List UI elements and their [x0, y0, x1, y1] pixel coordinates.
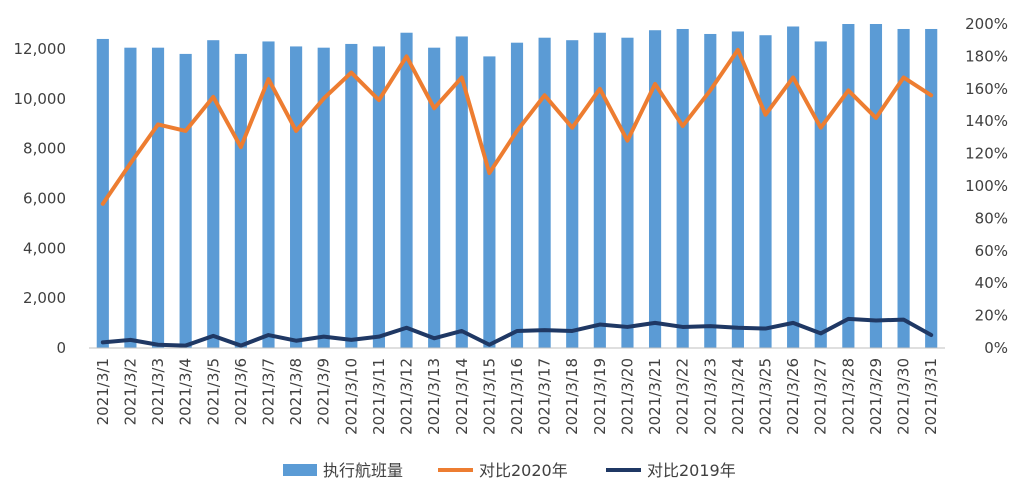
bar-2021/3/7: [262, 41, 275, 348]
x-tick-label: 2021/3/23: [701, 358, 719, 435]
x-tick-label: 2021/3/22: [674, 358, 692, 435]
bar-2021/3/17: [538, 37, 551, 349]
y-right-tick-label: 160%: [965, 80, 1008, 98]
bar-2021/3/16: [510, 42, 524, 348]
x-tick-label: 2021/3/30: [895, 358, 913, 435]
y-axis-left: 0 2,000 4,000 6,000 8,000 10,000 12,000: [14, 40, 67, 357]
line-series-0: [100, 47, 934, 206]
x-tick-label: 2021/3/18: [563, 358, 581, 435]
legend-label-2019: 对比2019年: [647, 461, 736, 480]
x-axis: 2021/3/1 2021/3/2 2021/3/3 2021/3/4 2021/3/5…: [94, 358, 940, 435]
x-tick-label: 2021/3/1: [94, 358, 112, 425]
y-left-tick-label: 10,000: [14, 90, 67, 108]
bar-2021/3/11: [372, 46, 386, 349]
bar-2021/3/18: [566, 40, 579, 348]
x-tick-label: 2021/3/21: [646, 358, 664, 435]
line-series-group: [100, 47, 934, 348]
bar-2021/3/6: [234, 53, 247, 348]
x-tick-label: 2021/3/7: [259, 358, 277, 425]
bar-2021/3/19: [593, 32, 606, 348]
x-tick-label: 2021/3/6: [232, 358, 250, 425]
x-tick-label: 2021/3/8: [287, 358, 305, 425]
x-tick-label: 2021/3/9: [315, 358, 333, 425]
bar-2021/3/21: [648, 30, 662, 348]
bar-2021/3/12: [400, 32, 413, 348]
y-right-tick-label: 40%: [975, 274, 1008, 292]
y-right-tick-label: 180%: [965, 47, 1008, 65]
y-right-tick-label: 0%: [984, 339, 1008, 357]
x-tick-label: 2021/3/5: [204, 358, 222, 425]
x-tick-label: 2021/3/27: [812, 358, 830, 435]
bar-series-flights: [96, 24, 938, 349]
x-tick-label: 2021/3/15: [480, 358, 498, 435]
y-right-tick-label: 60%: [975, 242, 1008, 260]
x-tick-label: 2021/3/19: [591, 358, 609, 435]
y-right-tick-label: 100%: [965, 177, 1008, 195]
y-left-tick-label: 12,000: [14, 40, 67, 58]
x-tick-label: 2021/3/14: [453, 358, 471, 435]
bar-2021/3/26: [787, 26, 800, 349]
legend-swatch-bar: [283, 464, 317, 476]
legend: 执行航班量 对比2020年 对比2019年: [283, 461, 736, 480]
bar-2021/3/8: [290, 46, 303, 349]
x-tick-label: 2021/3/31: [922, 358, 940, 435]
bar-2021/3/14: [455, 36, 468, 349]
x-tick-label: 2021/3/2: [121, 358, 139, 425]
bar-2021/3/13: [428, 47, 441, 349]
x-tick-label: 2021/3/13: [425, 358, 443, 435]
x-tick-label: 2021/3/28: [839, 358, 857, 435]
y-right-tick-label: 80%: [975, 209, 1008, 227]
line-series-1: [100, 316, 934, 348]
bar-2021/3/27: [814, 41, 827, 348]
y-left-tick-label: 0: [56, 339, 66, 357]
x-tick-label: 2021/3/11: [370, 358, 388, 435]
legend-label-bar: 执行航班量: [323, 461, 403, 480]
x-tick-label: 2021/3/20: [618, 358, 636, 435]
x-tick-label: 2021/3/4: [177, 358, 195, 425]
y-axis-right: 0% 20% 40% 60% 80% 100% 120% 140% 160% 180% 200%: [965, 15, 1008, 357]
y-right-tick-label: 200%: [965, 15, 1008, 33]
y-left-tick-label: 6,000: [23, 189, 66, 207]
y-right-tick-label: 140%: [965, 112, 1008, 130]
x-tick-label: 2021/3/17: [536, 358, 554, 435]
bar-2021/3/28: [842, 24, 855, 348]
bar-2021/3/31: [925, 28, 938, 348]
legend-item-2019: 对比2019年: [606, 461, 736, 480]
bar-2021/3/22: [676, 28, 689, 348]
bar-2021/3/24: [731, 31, 744, 348]
y-right-tick-label: 120%: [965, 145, 1008, 163]
x-tick-label: 2021/3/26: [784, 358, 802, 435]
bar-2021/3/4: [179, 53, 192, 348]
legend-label-2020: 对比2020年: [479, 461, 568, 480]
bar-2021/3/5: [207, 40, 220, 348]
legend-item-2020: 对比2020年: [438, 461, 568, 480]
x-tick-label: 2021/3/10: [342, 358, 360, 435]
x-tick-label: 2021/3/16: [508, 358, 526, 435]
x-tick-label: 2021/3/24: [729, 358, 747, 435]
y-left-tick-label: 8,000: [23, 140, 66, 158]
bar-2021/3/15: [483, 56, 496, 349]
bar-2021/3/25: [759, 35, 772, 348]
bar-2021/3/30: [897, 28, 910, 348]
bar-2021/3/10: [345, 43, 358, 348]
y-left-tick-label: 4,000: [23, 239, 66, 257]
legend-item-bar: 执行航班量: [283, 461, 403, 480]
x-tick-label: 2021/3/3: [149, 358, 167, 425]
bar-2021/3/20: [621, 37, 634, 349]
x-tick-label: 2021/3/29: [867, 358, 885, 435]
x-tick-label: 2021/3/12: [398, 358, 416, 435]
plot-area: [96, 24, 938, 349]
bar-2021/3/2: [124, 47, 137, 349]
x-tick-label: 2021/3/25: [757, 358, 775, 435]
y-right-tick-label: 20%: [975, 307, 1008, 325]
bar-2021/3/3: [151, 47, 165, 349]
bar-2021/3/9: [317, 47, 330, 349]
bar-2021/3/1: [96, 38, 109, 348]
y-left-tick-label: 2,000: [23, 289, 66, 307]
bar-2021/3/29: [869, 24, 883, 348]
bar-2021/3/23: [704, 33, 717, 348]
